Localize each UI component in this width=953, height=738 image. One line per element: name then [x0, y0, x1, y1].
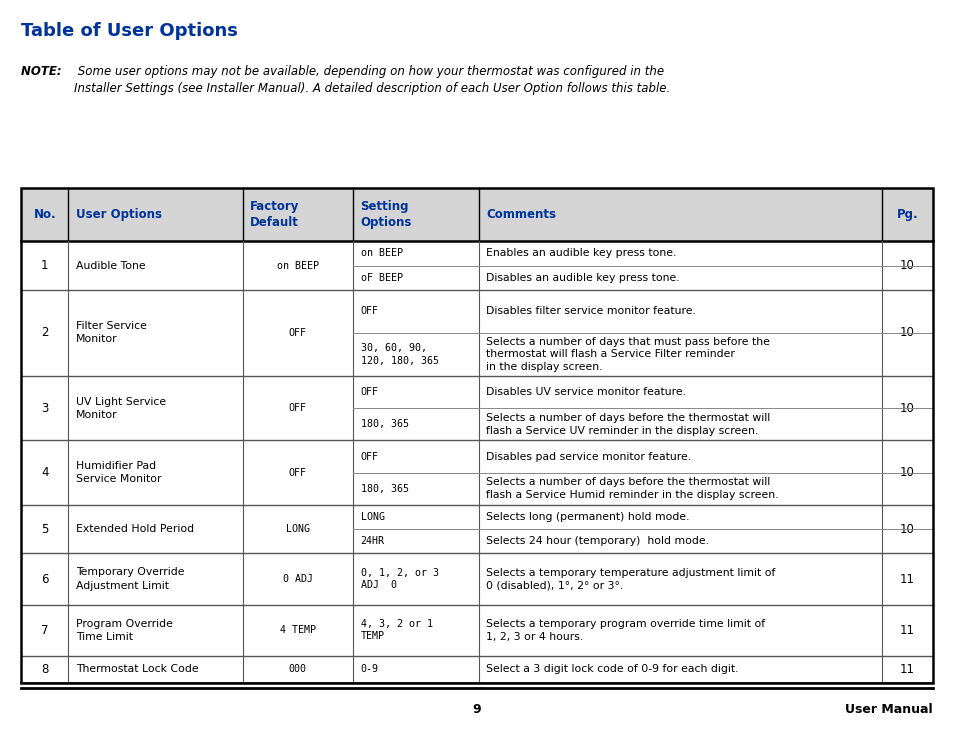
Text: Factory
Default: Factory Default [250, 200, 299, 230]
Text: Selects a number of days before the thermostat will
flash a Service Humid remind: Selects a number of days before the ther… [486, 477, 779, 500]
Text: on BEEP: on BEEP [276, 261, 318, 271]
Text: Audible Tone: Audible Tone [76, 261, 146, 271]
Text: 180, 365: 180, 365 [360, 484, 408, 494]
Text: 4 TEMP: 4 TEMP [279, 625, 315, 635]
Text: Comments: Comments [486, 208, 556, 221]
Text: 11: 11 [899, 624, 914, 637]
Text: on BEEP: on BEEP [360, 249, 402, 258]
Text: 2: 2 [41, 326, 49, 339]
Text: 180, 365: 180, 365 [360, 419, 408, 430]
Text: Thermostat Lock Code: Thermostat Lock Code [76, 664, 198, 675]
Text: LONG: LONG [286, 524, 310, 534]
Text: 10: 10 [899, 326, 914, 339]
Text: Select a 3 digit lock code of 0-9 for each digit.: Select a 3 digit lock code of 0-9 for ea… [486, 664, 739, 675]
Text: 0, 1, 2, or 3
ADJ  0: 0, 1, 2, or 3 ADJ 0 [360, 568, 438, 590]
Text: Enables an audible key press tone.: Enables an audible key press tone. [486, 249, 676, 258]
Text: Selects a temporary temperature adjustment limit of
0 (disabled), 1°, 2° or 3°.: Selects a temporary temperature adjustme… [486, 568, 775, 590]
Text: 10: 10 [899, 466, 914, 479]
Text: NOTE:: NOTE: [21, 65, 66, 78]
Text: OFF: OFF [360, 306, 378, 317]
Text: OFF: OFF [289, 328, 307, 338]
Text: Disables an audible key press tone.: Disables an audible key press tone. [486, 272, 679, 283]
Text: 11: 11 [899, 573, 914, 585]
Text: 10: 10 [899, 401, 914, 415]
Text: OFF: OFF [360, 452, 378, 461]
Text: 000: 000 [289, 664, 307, 675]
Text: 6: 6 [41, 573, 49, 585]
Text: OFF: OFF [360, 387, 378, 397]
Text: Selects a temporary program override time limit of
1, 2, 3 or 4 hours.: Selects a temporary program override tim… [486, 618, 764, 641]
Text: Disables pad service monitor feature.: Disables pad service monitor feature. [486, 452, 691, 461]
Text: Setting
Options: Setting Options [360, 200, 412, 230]
Text: 5: 5 [41, 523, 49, 536]
Text: 7: 7 [41, 624, 49, 637]
Text: 0-9: 0-9 [360, 664, 378, 675]
Text: Disables UV service monitor feature.: Disables UV service monitor feature. [486, 387, 686, 397]
Text: OFF: OFF [289, 403, 307, 413]
Text: 10: 10 [899, 259, 914, 272]
Text: Program Override
Time Limit: Program Override Time Limit [76, 618, 172, 642]
Text: No.: No. [33, 208, 56, 221]
Text: 4: 4 [41, 466, 49, 479]
Text: LONG: LONG [360, 512, 384, 523]
Text: Table of User Options: Table of User Options [21, 22, 237, 40]
Text: Selects a number of days that must pass before the
thermostat will flash a Servi: Selects a number of days that must pass … [486, 337, 769, 372]
Text: 24HR: 24HR [360, 537, 384, 546]
Text: Disables filter service monitor feature.: Disables filter service monitor feature. [486, 306, 696, 317]
Text: 3: 3 [41, 401, 49, 415]
Text: 30, 60, 90,
120, 180, 365: 30, 60, 90, 120, 180, 365 [360, 343, 438, 365]
Text: oF BEEP: oF BEEP [360, 272, 402, 283]
Text: 8: 8 [41, 663, 49, 676]
Text: OFF: OFF [289, 468, 307, 477]
Text: Selects 24 hour (temporary)  hold mode.: Selects 24 hour (temporary) hold mode. [486, 537, 709, 546]
Text: Selects a number of days before the thermostat will
flash a Service UV reminder : Selects a number of days before the ther… [486, 413, 770, 435]
Text: Temporary Override
Adjustment Limit: Temporary Override Adjustment Limit [76, 568, 184, 590]
Text: Selects long (permanent) hold mode.: Selects long (permanent) hold mode. [486, 512, 689, 523]
Text: Filter Service
Monitor: Filter Service Monitor [76, 321, 147, 345]
Text: User Options: User Options [76, 208, 162, 221]
Text: Pg.: Pg. [896, 208, 918, 221]
Text: 10: 10 [899, 523, 914, 536]
Text: User Manual: User Manual [844, 703, 932, 717]
Text: 11: 11 [899, 663, 914, 676]
Text: Humidifier Pad
Service Monitor: Humidifier Pad Service Monitor [76, 461, 161, 484]
Text: 9: 9 [472, 703, 481, 717]
Text: 0 ADJ: 0 ADJ [282, 574, 313, 584]
Text: 4, 3, 2 or 1
TEMP: 4, 3, 2 or 1 TEMP [360, 619, 432, 641]
Bar [21, 188, 932, 241]
Text: Extended Hold Period: Extended Hold Period [76, 524, 194, 534]
Text: Some user options may not be available, depending on how your thermostat was con: Some user options may not be available, … [74, 65, 670, 95]
Text: 1: 1 [41, 259, 49, 272]
Text: UV Light Service
Monitor: UV Light Service Monitor [76, 396, 166, 420]
